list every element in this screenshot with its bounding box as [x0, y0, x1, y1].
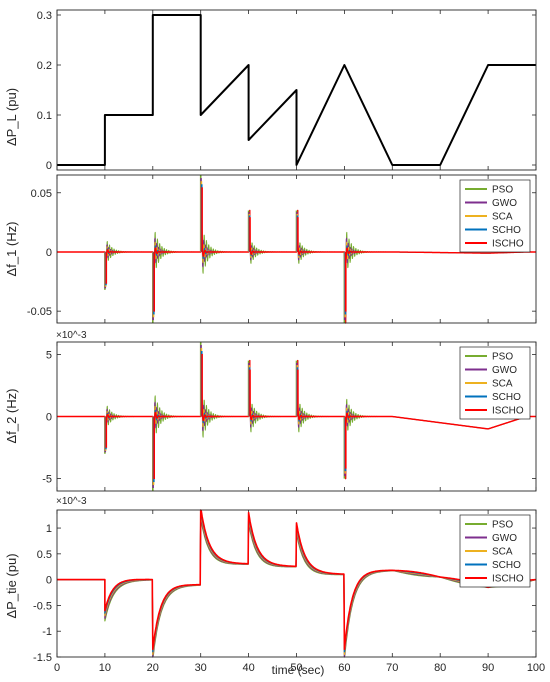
chart-panel-f1: -0.05 0 0.05 PSO GWO SCA SCHO ISCHO	[27, 174, 537, 324]
y-axis-label-tie-line: ΔP_tie (pu)	[4, 553, 19, 618]
y-tick-label: -1.5	[33, 652, 52, 664]
y-axis-label-f2: Δf_2 (Hz)	[4, 389, 19, 444]
chart-panel-tie-line: 0 10 20 30 40 50 60 70 80 90 100 -1.5 -1 -0.5 0 0.5 1 PSO…	[33, 509, 545, 674]
plot-frame	[56, 9, 537, 171]
y-tick-label: 0.1	[37, 110, 52, 122]
legend-entry: SCHO	[492, 560, 521, 571]
x-tick-label: 50	[290, 662, 302, 674]
y-tick-label: -5	[42, 474, 52, 486]
x-tick-label: 20	[147, 662, 159, 674]
y-tick-label: 0.5	[37, 549, 52, 561]
y-tick-label: 0	[46, 412, 52, 424]
y-tick-label: -1	[42, 626, 52, 638]
x-tick-label: 90	[482, 662, 494, 674]
y-tick-label: 5	[46, 349, 52, 361]
chart-panel-f2: -5 0 5 PSO GWO SCA SCHO ISCHO	[42, 341, 537, 492]
series-line-ischo	[56, 189, 537, 324]
y-tick-label: 1	[46, 523, 52, 535]
y-tick-label: 0	[46, 160, 52, 172]
legend-entry: SCHO	[492, 225, 521, 236]
plot-frame	[56, 509, 537, 658]
legend-entry: GWO	[492, 198, 517, 209]
legend-entry: PSO	[492, 520, 513, 531]
y-tick-label: -0.05	[27, 306, 52, 318]
x-tick-label: 0	[54, 662, 60, 674]
x-axis-label: time (sec)	[272, 663, 325, 677]
y-tick-label: 0.05	[31, 188, 52, 200]
plot-frame	[56, 174, 537, 324]
y-axis-label-f1: Δf_1 (Hz)	[4, 222, 19, 277]
y-tick-label: -0.5	[33, 600, 52, 612]
legend-entry: ISCHO	[492, 406, 524, 417]
x-tick-label: 100	[527, 662, 545, 674]
load-profile-line	[57, 14, 536, 166]
x-tick-label: 10	[99, 662, 111, 674]
y-tick-label: 0	[46, 247, 52, 259]
x-tick-label: 40	[242, 662, 254, 674]
legend-entry: GWO	[492, 365, 517, 376]
legend-entry: ISCHO	[492, 239, 524, 250]
legend-entry: ISCHO	[492, 574, 524, 585]
series-line-ischo	[56, 509, 537, 651]
legend-entry: SCA	[492, 379, 513, 390]
multiplier-f2: ×10^-3	[56, 330, 87, 341]
plot-frame	[56, 341, 537, 492]
legend-entry: PSO	[492, 185, 513, 196]
x-tick-label: 70	[386, 662, 398, 674]
x-tick-label: 80	[434, 662, 446, 674]
y-axis-label-load-change: ΔP_L (pu)	[4, 88, 19, 146]
x-tick-label: 60	[338, 662, 350, 674]
x-tick-label: 30	[195, 662, 207, 674]
legend-entry: GWO	[492, 533, 517, 544]
legend-entry: PSO	[492, 352, 513, 363]
y-tick-label: 0.3	[37, 10, 52, 22]
chart-panel-load-change: 0 0.1 0.2 0.3	[37, 9, 537, 172]
legend-entry: SCHO	[492, 392, 521, 403]
legend-entry: SCA	[492, 547, 513, 558]
y-tick-label: 0.2	[37, 60, 52, 72]
legend-entry: SCA	[492, 212, 513, 223]
y-tick-label: 0	[46, 575, 52, 587]
multiplier-tie-line: ×10^-3	[56, 496, 87, 507]
